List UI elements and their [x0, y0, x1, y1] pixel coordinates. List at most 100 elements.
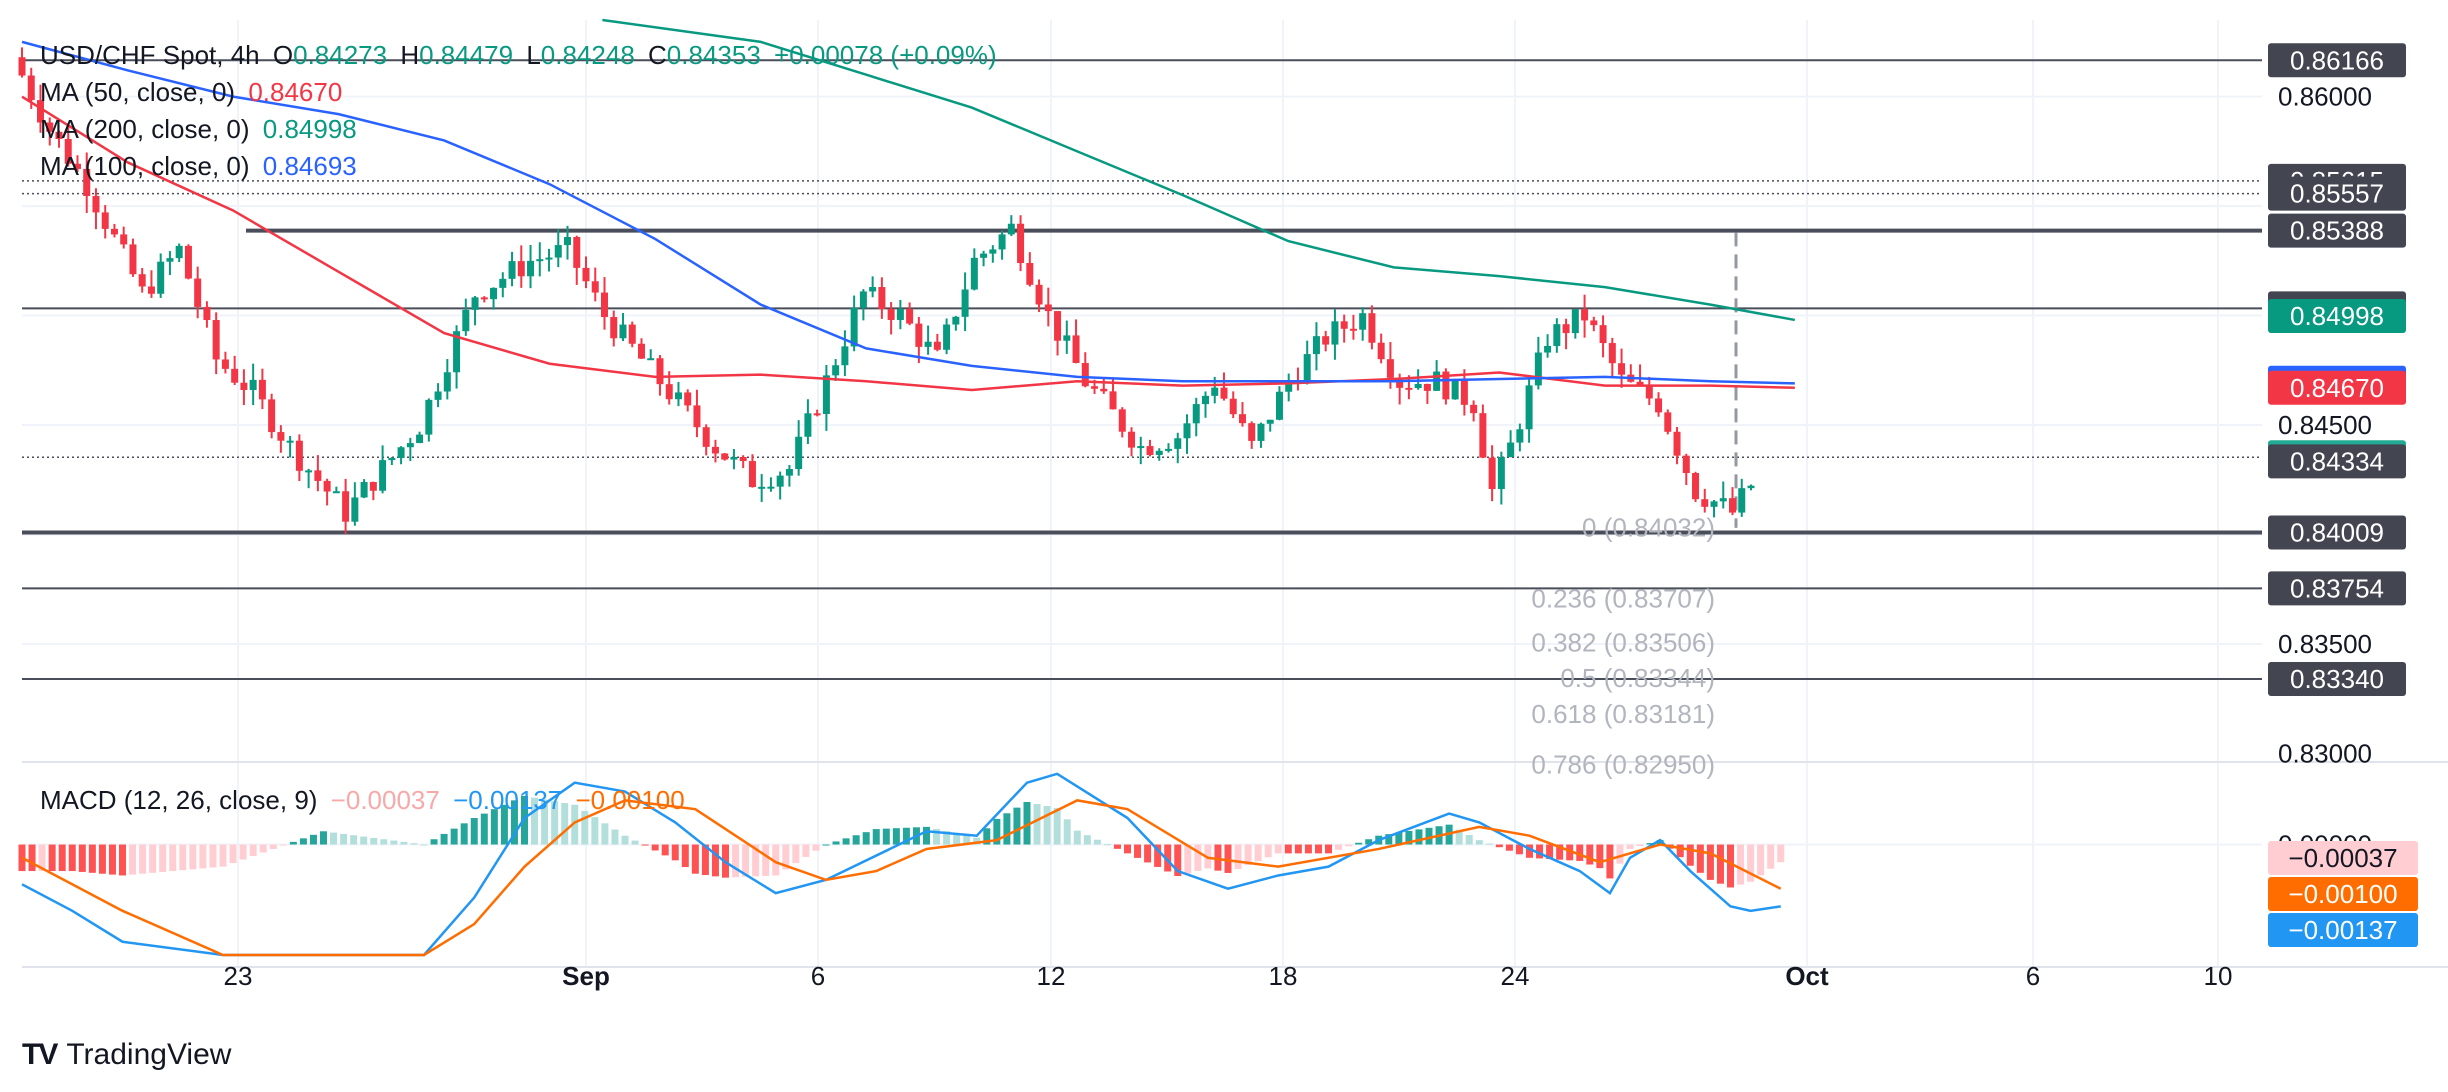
macd-hist-bar — [1405, 830, 1413, 845]
macd-hist-bar — [500, 804, 508, 845]
candle-body — [610, 317, 618, 339]
macd-legend[interactable]: MACD (12, 26, close, 9) −0.00037 −0.0013… — [40, 785, 691, 816]
ma100-label: MA (100, close, 0) — [40, 151, 250, 181]
macd-hist-bar — [531, 797, 539, 845]
candle-body — [906, 309, 914, 324]
candle-body — [480, 297, 488, 300]
macd-hist-bar — [1093, 839, 1101, 845]
macd-hist-bar — [1455, 829, 1463, 845]
macd-hist-bar — [1475, 840, 1483, 845]
candle-body — [1322, 336, 1330, 345]
macd-hist-bar — [973, 837, 981, 845]
ma50-legend[interactable]: MA (50, close, 0) 0.84670 — [40, 77, 348, 108]
macd-hist-bar — [400, 841, 408, 845]
candle-body — [1738, 488, 1746, 513]
ma100-legend[interactable]: MA (100, close, 0) 0.84693 — [40, 151, 363, 182]
macd-signal-value: −0.00100 — [575, 785, 685, 815]
candle-body — [1026, 263, 1034, 285]
price-axis[interactable]: 0.860000.845000.835000.830000.000000.861… — [2268, 43, 2418, 947]
macd-hist-bar — [1626, 844, 1634, 849]
time-tick-label: Oct — [1785, 961, 1829, 991]
macd-hist-bar — [1043, 806, 1051, 845]
macd-hist-bar — [1003, 813, 1011, 845]
ma100-value: 0.84693 — [262, 151, 357, 181]
candle-body — [1396, 377, 1404, 388]
macd-hist-bar — [460, 823, 468, 845]
macd-hist-bar — [1164, 844, 1172, 872]
macd-hist-bar — [320, 831, 327, 845]
price-axis-label: 0.84500 — [2278, 410, 2372, 440]
macd-hist-bar — [1224, 844, 1232, 873]
macd-hist-bar — [1505, 844, 1513, 851]
macd-hist-bar — [782, 844, 790, 870]
candle-body — [342, 491, 350, 522]
open-value: 0.84273 — [293, 40, 388, 70]
candle-body — [896, 309, 904, 320]
price-tag — [2268, 43, 2406, 78]
macd-hist-bar — [862, 832, 870, 845]
macd-hist-bar — [601, 823, 609, 845]
macd-hist-bar — [28, 844, 36, 872]
macd-hist-bar — [350, 835, 358, 845]
candle-body — [600, 292, 608, 318]
candle-body — [1229, 398, 1237, 415]
macd-line — [21, 772, 1781, 957]
macd-hist-bar — [1083, 835, 1091, 845]
candle-body — [212, 320, 220, 360]
macd-hist-bar — [1696, 844, 1704, 873]
macd-hist-bar — [279, 844, 287, 846]
candle-body — [490, 287, 498, 300]
macd-hist-bar — [68, 844, 76, 872]
macd-hist-bar — [380, 839, 388, 845]
macd-hist-bar — [1526, 844, 1533, 858]
macd-hist-bar — [1686, 844, 1694, 866]
price-tag — [2268, 299, 2406, 333]
candle-body — [813, 413, 821, 416]
candle-body — [619, 324, 627, 339]
macd-hist-bar — [621, 835, 629, 845]
macd-hist-bar — [1536, 844, 1544, 859]
candle-body — [1479, 413, 1487, 458]
macd-hist-bar — [551, 801, 559, 845]
candle-body — [970, 257, 978, 290]
ohlc-legend: USD/CHF Spot, 4h O0.84273 H0.84479 L0.84… — [40, 40, 1003, 71]
candle-body — [1257, 423, 1265, 441]
candle-body — [730, 456, 738, 460]
fib-label: 0.5 (0.83344) — [1560, 663, 1715, 693]
macd-hist-bar — [1335, 844, 1343, 850]
macd-hist-bar — [822, 844, 830, 846]
price-tag-label: 0.84009 — [2290, 518, 2384, 548]
macd-hist-bar — [1214, 844, 1222, 871]
price-tag-label: 0.85388 — [2290, 216, 2384, 246]
candle-body — [693, 405, 701, 428]
tradingview-logo[interactable]: TV TradingView — [22, 1038, 231, 1072]
ma50-label: MA (50, close, 0) — [40, 77, 236, 107]
macd-hist-bar — [1244, 844, 1252, 866]
candle-body — [425, 399, 433, 435]
candle-body — [1673, 431, 1681, 456]
macd-hist-bar — [1777, 844, 1785, 863]
time-axis: 23 Sep 6 12 18 24 Oct 6 10 — [224, 961, 2233, 991]
candle-body — [406, 443, 414, 448]
candle-body — [795, 436, 803, 470]
macd-hist-bar — [681, 844, 689, 868]
macd-hist-bar — [933, 829, 941, 845]
macd-tag-label: −0.00100 — [2288, 879, 2397, 909]
time-tick-label: Sep — [562, 961, 610, 991]
candle-body — [314, 470, 322, 481]
candle-body — [388, 458, 396, 461]
candle-body — [1553, 324, 1561, 346]
candle-body — [933, 341, 941, 350]
ma200-legend[interactable]: MA (200, close, 0) 0.84998 — [40, 114, 363, 145]
macd-hist-bar — [189, 844, 197, 870]
ma-line — [21, 40, 1795, 385]
candle-body — [721, 453, 729, 460]
candle-body — [1405, 387, 1413, 390]
macd-hist-bar — [269, 844, 277, 849]
macd-hist-bar — [1415, 829, 1423, 845]
macd-pane — [18, 772, 2262, 957]
candle-body — [952, 316, 960, 325]
candle-body — [1340, 321, 1348, 329]
macd-hist-bar — [1274, 844, 1282, 854]
